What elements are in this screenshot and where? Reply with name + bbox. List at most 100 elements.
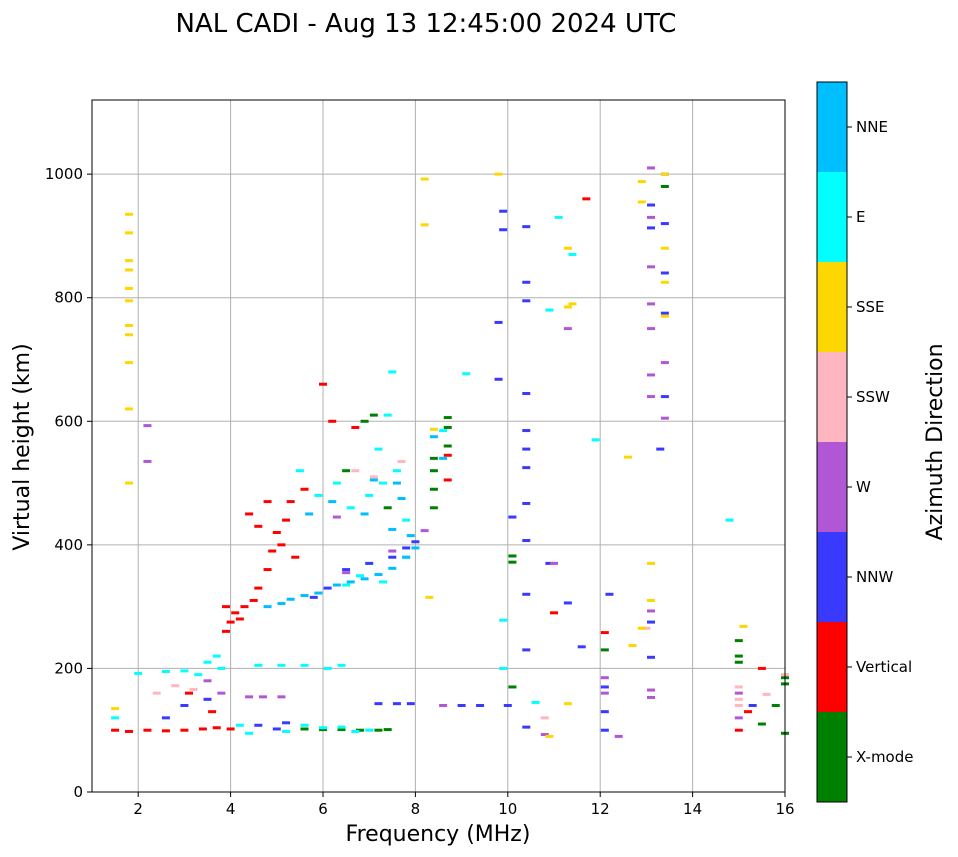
data-point [739,624,748,628]
data-point [212,654,221,658]
data-point [143,459,152,463]
data-point [522,466,531,470]
data-point [647,373,656,377]
data-point [124,212,133,216]
data-point [388,527,397,531]
data-point [369,413,378,417]
data-point [254,524,263,528]
series-ssw [152,459,789,720]
data-point [342,568,351,572]
data-point [221,629,230,633]
data-point [203,697,212,701]
data-point [508,560,517,564]
data-point [656,447,665,451]
data-point [411,540,420,544]
data-point [392,481,401,485]
data-point [628,644,637,648]
data-point [249,598,258,602]
data-point [254,586,263,590]
data-point [402,518,411,522]
data-point [258,695,267,699]
data-point [143,424,152,428]
y-tick-label: 0 [73,783,83,801]
colorbar-segment [817,532,847,622]
data-point [503,704,512,707]
data-point [337,663,346,667]
data-point [263,568,272,572]
data-point [263,605,272,609]
data-point [660,361,669,365]
data-point [383,413,392,417]
data-point [522,592,531,596]
data-point [443,444,452,448]
colorbar: X-mode Vertical NNW W SSW SSE E NNE [816,81,913,803]
data-point [577,645,586,649]
data-point [295,469,304,473]
data-point [647,561,656,565]
data-point [420,223,429,227]
data-point [286,597,295,601]
data-point [342,469,351,473]
data-point [550,561,558,565]
data-point [600,691,609,695]
data-point [124,481,133,485]
data-point [499,618,508,622]
data-point [439,704,448,707]
colorbar-tick-label: SSW [856,388,890,406]
x-ticks: 2 4 6 8 10 12 14 16 [133,792,795,818]
data-point [545,561,554,565]
data-point [508,554,517,558]
colorbar-tick-label: W [856,478,871,496]
data-point [647,302,656,306]
colorbar-tick-label: X-mode [856,748,913,766]
data-point [245,731,254,735]
data-point [443,416,452,420]
data-point [647,327,656,331]
data-point [499,209,508,213]
data-point [439,429,448,433]
data-point [522,299,531,303]
data-point [744,710,753,714]
data-point [360,577,369,581]
data-point [124,729,133,733]
data-point [355,574,364,578]
data-point [379,580,388,584]
data-point [111,707,120,711]
data-point [300,663,309,667]
data-point [637,200,646,204]
data-point [660,280,669,284]
data-point [443,453,452,457]
data-point [660,395,669,399]
data-point [124,333,133,337]
data-point [185,691,194,695]
colorbar-segment [817,622,847,712]
chart-title: NAL CADI - Aug 13 12:45:00 2024 UTC [176,9,677,39]
data-point [282,518,291,522]
data-point [545,308,554,312]
data-point [124,299,133,303]
data-point [762,692,771,696]
data-point [420,177,429,181]
data-point [647,598,656,602]
x-tick-label: 8 [411,800,421,818]
data-point [660,416,669,420]
data-point [300,594,309,598]
colorbar-label: Azimuth Direction [923,343,948,540]
data-point [203,660,212,664]
data-point [508,515,517,519]
x-tick-label: 16 [775,800,794,818]
data-point [346,580,355,584]
data-point [383,506,392,510]
data-point [420,529,429,533]
data-point [563,246,572,250]
data-point [568,302,577,306]
data-point [600,631,609,635]
data-point [637,626,646,630]
data-point [351,729,360,733]
data-point [369,475,378,479]
plot-frame [91,99,786,793]
data-point [647,695,656,699]
data-point [647,265,656,269]
y-tick-label: 200 [54,659,83,677]
